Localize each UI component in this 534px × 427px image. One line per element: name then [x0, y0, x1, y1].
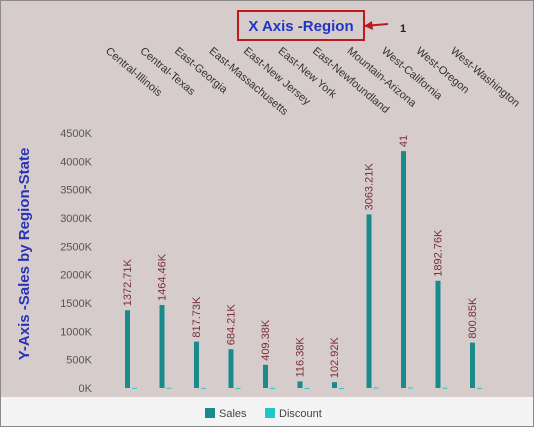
annotation-arrow-head — [364, 21, 373, 30]
bars — [125, 151, 482, 389]
bar-discount — [373, 387, 379, 389]
data-label: 1464.46K — [157, 253, 169, 301]
bar-sales — [297, 381, 303, 388]
data-label: 3063.21K — [364, 163, 376, 211]
bar-discount — [235, 387, 241, 389]
legend-label: Discount — [279, 408, 322, 420]
bar-discount — [304, 387, 310, 389]
x-axis-title-annotation: X Axis -Region 1 — [237, 10, 406, 41]
data-label: 1892.76K — [433, 229, 445, 277]
x-category-label: East-New York — [276, 45, 339, 101]
y-tick-label: 2500K — [60, 241, 92, 253]
data-label: 1372.71K — [122, 258, 134, 306]
legend: Sales Discount — [205, 408, 322, 420]
bar-discount — [201, 387, 206, 389]
bar-discount — [132, 387, 137, 389]
y-tick-label: 0K — [79, 383, 93, 395]
bar-sales — [332, 382, 337, 388]
y-tick-label: 500K — [66, 355, 92, 367]
data-label: 817.73K — [191, 296, 203, 338]
data-label: 41 — [398, 135, 410, 147]
annotation-marker-number: 1 — [400, 23, 406, 35]
data-label: 684.21K — [226, 304, 238, 346]
bar-sales — [228, 349, 234, 388]
data-labels: 1372.71K 1464.46K 817.73K 684.21K 409.38K 116… — [122, 135, 479, 378]
bar-sales — [263, 364, 268, 388]
y-tick-label: 3500K — [60, 185, 92, 197]
bar-sales — [401, 151, 406, 388]
bar-sales — [470, 342, 475, 388]
bar-discount — [166, 387, 172, 389]
bar-sales — [194, 341, 199, 388]
y-tick-label: 4500K — [60, 128, 92, 140]
data-label: 102.92K — [329, 337, 341, 379]
x-axis-title: X Axis -Region — [248, 18, 353, 35]
y-tick-label: 1500K — [60, 298, 92, 310]
y-tick-label: 4000K — [60, 156, 92, 168]
x-axis-categories: Central-IllinoisCentral-TexasEast-Georgi… — [103, 45, 522, 118]
data-label: 116.38K — [295, 337, 307, 378]
y-axis: 0K 500K 1000K 1500K 2000K 2500K 3000K 3500K 4000… — [60, 128, 92, 395]
data-label: 409.38K — [260, 319, 272, 361]
y-axis-title: Y-Axis -Sales by Region-State — [16, 148, 33, 361]
y-tick-label: 3000K — [60, 213, 92, 225]
bar-discount — [339, 387, 344, 389]
bar-sales — [159, 305, 165, 388]
y-tick-label: 2000K — [60, 270, 92, 282]
bar-sales — [435, 280, 441, 388]
bar-sales — [366, 214, 372, 388]
bar-discount — [408, 387, 413, 389]
bar-discount — [270, 387, 275, 389]
legend-swatch — [265, 408, 275, 418]
bar-discount — [442, 387, 448, 389]
bar-sales — [125, 310, 130, 388]
data-label: 800.85K — [467, 297, 479, 339]
bar-discount — [477, 387, 482, 389]
legend-label: Sales — [219, 408, 247, 420]
legend-swatch — [205, 408, 215, 418]
y-tick-label: 1000K — [60, 326, 92, 338]
